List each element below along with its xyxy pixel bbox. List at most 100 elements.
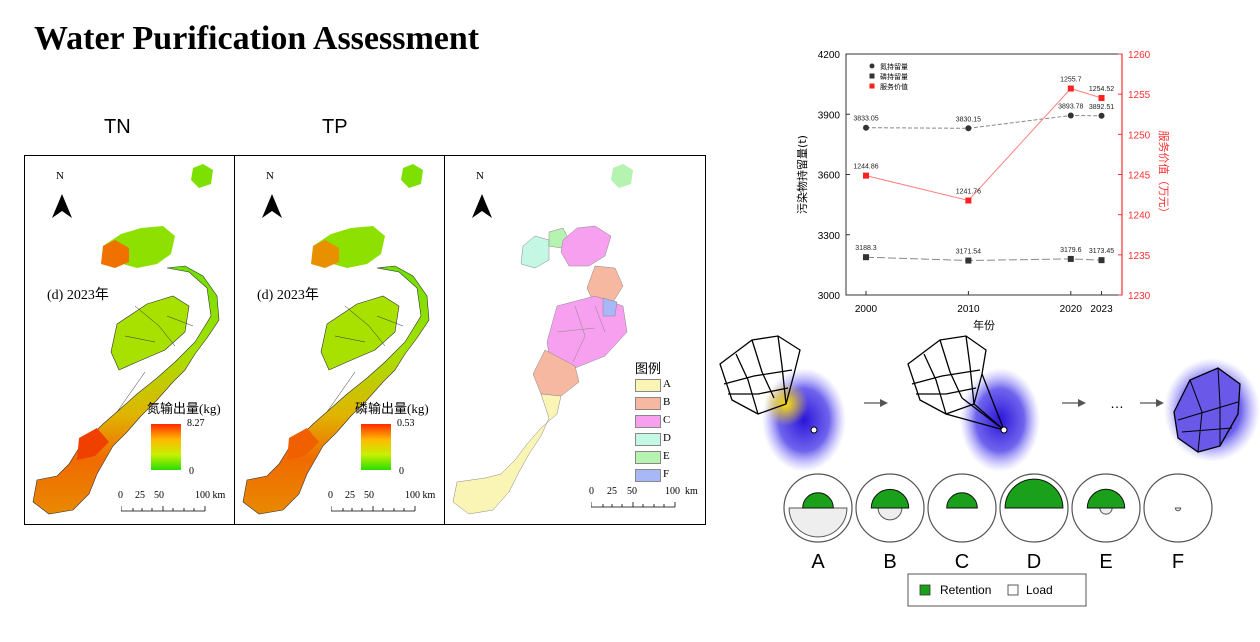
data-label: 3188.3 — [855, 245, 877, 252]
right-tick-label: 1230 — [1128, 291, 1151, 302]
series-line-0 — [865, 114, 1102, 129]
north-arrow-icon — [472, 194, 492, 218]
category-map-panel: N 图例 A B C D E F 0 25 50 100 km — [445, 156, 705, 524]
legend-label-a: A — [663, 378, 671, 390]
left-tick-label: 3000 — [818, 291, 841, 302]
legend-marker-0 — [869, 63, 875, 69]
cat-region-d — [520, 235, 550, 269]
data-label: 3892.51 — [1089, 104, 1114, 111]
cat-scalebar-unit: km — [685, 486, 698, 497]
right-tick-label: 1240 — [1128, 211, 1151, 222]
tn-region-northwest — [101, 240, 129, 268]
cat-scalebar-tick-25: 25 — [607, 486, 617, 497]
mesh-grid-3 — [1177, 367, 1239, 453]
tn-boundaries — [116, 305, 194, 413]
tp-legend-min: 0 — [399, 466, 404, 477]
left-tick-label: 3900 — [818, 110, 841, 121]
legend-swatch-c — [635, 415, 661, 428]
tn-hotspot — [77, 428, 109, 460]
tn-legend-gradient — [151, 424, 181, 470]
retention-value-chart: 3000 3300 3600 3900 4200 1230 1235 1240 1245 1250… — [795, 50, 1170, 332]
tp-year-label: (d) 2023年 — [257, 288, 319, 303]
data-label: 3173.45 — [1089, 248, 1114, 255]
retention-semicircle-D — [1004, 478, 1064, 509]
load-semicircle-A — [788, 507, 848, 538]
series-point-0 — [863, 124, 869, 131]
cat-region-e-islet — [611, 164, 633, 188]
map-frame: N (d) 2023年 氮输出量(kg) 8.27 0 0 25 50 100 … — [24, 155, 706, 525]
series-point-0 — [1098, 112, 1105, 119]
tp-scalebar-tick-25: 25 — [345, 490, 355, 501]
page-title: Water Purification Assessment — [34, 20, 480, 57]
outlet-point-1 — [810, 426, 818, 434]
series-point-1 — [965, 257, 972, 264]
tn-region-mid — [110, 295, 190, 371]
tn-panel-label: TN — [104, 116, 131, 138]
mesh-grid-2 — [907, 335, 1005, 431]
right-tick-label: 1245 — [1128, 171, 1151, 182]
north-label: N — [476, 170, 484, 182]
tn-scalebar-tick-0: 0 — [118, 490, 123, 501]
legend-swatch-f — [635, 469, 661, 482]
legend-label-2: 服务价值 — [880, 82, 908, 91]
arrow-1-head — [880, 399, 888, 407]
outlet-point-2 — [1000, 426, 1008, 434]
cat-scalebar — [591, 502, 676, 508]
load-swatch — [1007, 584, 1019, 596]
series-point-1 — [863, 254, 869, 261]
load-legend-label: Load — [1026, 583, 1053, 597]
legend-label-f: F — [663, 468, 670, 480]
legend-swatch-e — [635, 451, 661, 464]
retention-semicircle-E — [1086, 488, 1126, 509]
load-semicircle-B — [877, 507, 903, 521]
legend-label-0: 氮持留量 — [880, 62, 908, 71]
tp-map-svg — [242, 164, 430, 515]
category-map-svg — [452, 164, 633, 515]
data-label: 3830.15 — [956, 116, 981, 123]
tn-year-label: (d) 2023年 — [47, 288, 109, 303]
legend-label-1: 磷持留量 — [880, 72, 908, 81]
step-3-graphic — [1164, 358, 1260, 462]
tp-map-panel: N (d) 2023年 磷输出量(kg) 0.53 0 0 25 50 100 … — [235, 156, 445, 524]
circle-label-C: C — [955, 551, 969, 573]
tp-region-northwest — [311, 240, 339, 268]
north-arrow-icon — [262, 194, 282, 218]
data-label: 1254.52 — [1089, 86, 1114, 93]
cat-scalebar-tick-100: 100 — [665, 486, 680, 497]
series-point-1 — [1067, 255, 1074, 262]
tn-legend-title: 氮输出量(kg) — [147, 401, 221, 416]
legend-marker-1 — [869, 73, 875, 79]
right-tick-label: 1260 — [1128, 50, 1151, 61]
x-tick-label: 2010 — [957, 304, 980, 315]
series-point-0 — [965, 125, 972, 132]
cat-scalebar-tick-0: 0 — [589, 486, 594, 497]
x-tick-label: 2020 — [1060, 304, 1083, 315]
series-point-2 — [1067, 85, 1074, 92]
ellipsis-text: … — [1110, 395, 1124, 411]
diagram-legend: Retention Load — [907, 573, 1087, 607]
tp-panel-label: TP — [322, 116, 348, 138]
retention-semicircle-C — [946, 492, 978, 509]
series-point-2 — [863, 172, 869, 179]
tn-legend-min: 0 — [189, 466, 194, 477]
circle-label-D: D — [1027, 551, 1041, 573]
legend-swatch-b — [635, 397, 661, 410]
series-point-1 — [1098, 257, 1105, 264]
north-label: N — [266, 170, 274, 182]
category-legend-title: 图例 — [635, 361, 662, 376]
tp-region-mid — [320, 295, 400, 371]
retention-diagram: … A B C D E F Retention Load — [719, 335, 1260, 607]
tn-scalebar — [121, 506, 206, 512]
series-point-2 — [1098, 95, 1105, 102]
x-axis-label: 年份 — [973, 318, 995, 332]
retention-legend-label: Retention — [940, 583, 991, 597]
load-semicircle-F — [1174, 507, 1182, 512]
circle-label-A: A — [811, 551, 825, 573]
left-tick-label: 3600 — [818, 171, 841, 182]
tn-legend-max: 8.27 — [187, 418, 205, 429]
tp-legend-max: 0.53 — [397, 418, 415, 429]
step-1-graphic — [719, 335, 846, 472]
retention-load-circles: A B C D E F — [783, 473, 1213, 573]
left-tick-label: 3300 — [818, 231, 841, 242]
data-label: 3833.05 — [853, 116, 878, 123]
